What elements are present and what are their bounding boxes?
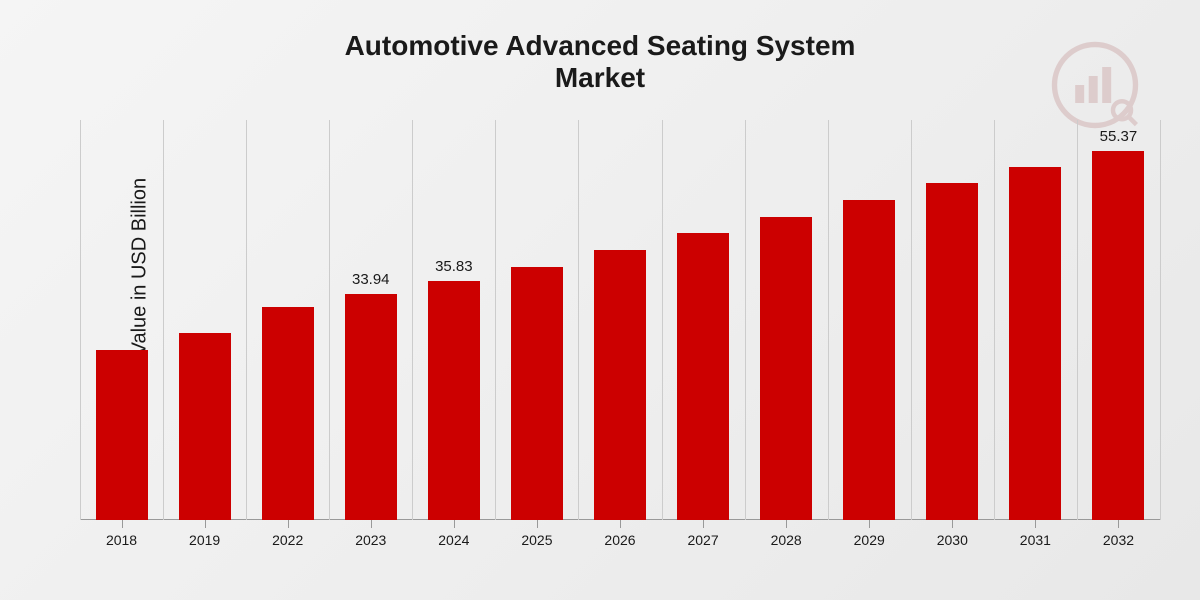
grid-line [329,120,330,520]
chart-container: Automotive Advanced Seating System Marke… [0,0,1200,600]
x-tick-label: 2024 [424,532,484,548]
bar [677,233,729,520]
x-tick-label: 2018 [92,532,152,548]
x-tick-label: 2027 [673,532,733,548]
bar [345,294,397,520]
bar [511,267,563,520]
grid-line [495,120,496,520]
x-tick-label: 2028 [756,532,816,548]
bar [262,307,314,520]
x-tick-label: 2025 [507,532,567,548]
grid-line [163,120,164,520]
bar [1092,151,1144,520]
bar [428,281,480,520]
grid-line [1077,120,1078,520]
x-tick-label: 2026 [590,532,650,548]
grid-line [662,120,663,520]
x-tick-mark [703,520,704,528]
x-tick-mark [620,520,621,528]
x-tick-label: 2031 [1005,532,1065,548]
x-tick-label: 2019 [175,532,235,548]
grid-line [911,120,912,520]
x-tick-mark [371,520,372,528]
bar [843,200,895,520]
x-tick-mark [1118,520,1119,528]
bar-value-label: 35.83 [424,258,484,275]
x-tick-mark [786,520,787,528]
grid-line [246,120,247,520]
grid-line [745,120,746,520]
grid-line [80,120,81,520]
x-tick-label: 2030 [922,532,982,548]
grid-line [412,120,413,520]
grid-line [1160,120,1161,520]
bar [96,350,148,520]
x-tick-label: 2022 [258,532,318,548]
x-tick-mark [454,520,455,528]
x-tick-label: 2029 [839,532,899,548]
x-tick-mark [537,520,538,528]
x-tick-label: 2032 [1088,532,1148,548]
chart-title: Automotive Advanced Seating System Marke… [300,30,900,94]
x-tick-mark [122,520,123,528]
bar [179,333,231,520]
x-tick-mark [205,520,206,528]
grid-line [578,120,579,520]
grid-line [994,120,995,520]
x-tick-mark [288,520,289,528]
bar [926,183,978,520]
grid-line [828,120,829,520]
x-tick-label: 2023 [341,532,401,548]
bar [760,217,812,520]
bar-value-label: 55.37 [1088,128,1148,145]
x-tick-mark [952,520,953,528]
bar-value-label: 33.94 [341,271,401,288]
x-tick-mark [1035,520,1036,528]
bar [1009,167,1061,520]
x-tick-mark [869,520,870,528]
plot-area: 20182019202233.94202335.8320242025202620… [80,120,1160,520]
bar [594,250,646,520]
